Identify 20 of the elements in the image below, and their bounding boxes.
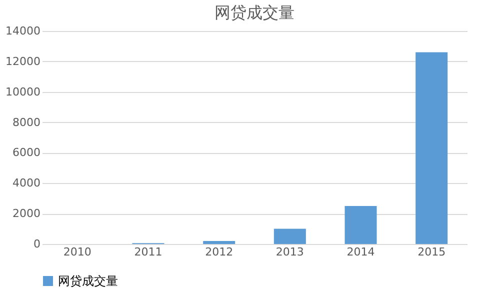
y-tick-label: 10000 — [6, 85, 40, 98]
bar — [274, 228, 306, 244]
legend-label: 网贷成交量 — [58, 274, 118, 288]
y-tick-label: 4000 — [12, 176, 40, 190]
y-tick-label: 8000 — [12, 116, 40, 129]
y-tick-label: 0 — [34, 238, 40, 250]
x-tick-label: 2015 — [418, 246, 446, 258]
chart-title: 网贷成交量 — [214, 3, 294, 22]
x-tick-label: 2012 — [205, 246, 234, 258]
y-tick-label: 14000 — [6, 24, 40, 38]
x-tick-label: 2010 — [63, 246, 92, 258]
x-tick-label: 2014 — [346, 246, 375, 258]
bar — [203, 240, 236, 244]
x-tick-label: 2011 — [134, 246, 162, 258]
bar — [344, 206, 377, 244]
x-tick-label: 2013 — [276, 246, 304, 258]
y-tick-label: 12000 — [6, 54, 40, 68]
y-tick-label: 6000 — [12, 146, 40, 160]
bar — [416, 52, 448, 244]
y-tick-label: 2000 — [12, 207, 40, 220]
